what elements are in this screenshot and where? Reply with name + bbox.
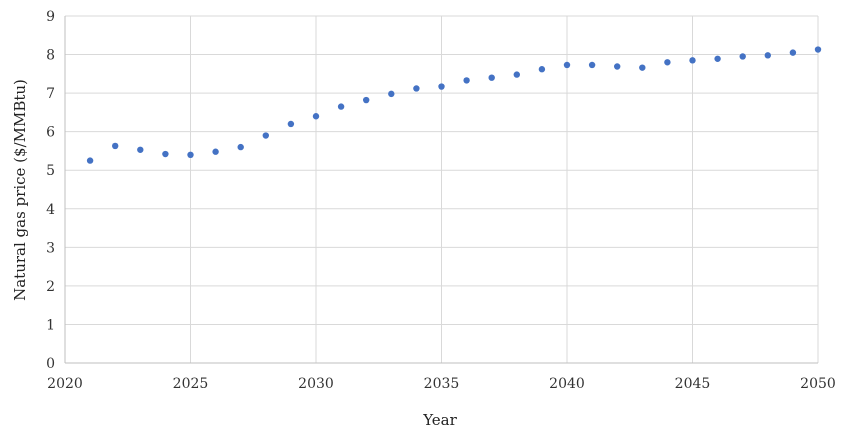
data-point (789, 49, 797, 56)
data-point (438, 83, 445, 90)
data-point (112, 142, 119, 150)
x-tick-label: 2020 (47, 376, 83, 392)
data-point (162, 150, 169, 158)
data-points (86, 46, 822, 164)
data-point (664, 59, 671, 66)
data-point (538, 66, 546, 73)
data-point (262, 132, 269, 139)
grid-lines (64, 15, 819, 364)
y-tick-label: 9 (46, 9, 55, 25)
data-point (513, 71, 520, 78)
y-tick-label: 8 (46, 48, 55, 64)
x-tick-label: 2030 (298, 376, 334, 392)
data-point (187, 151, 194, 158)
y-tick-label: 3 (46, 240, 55, 256)
data-point (337, 103, 345, 110)
data-point (563, 61, 571, 69)
data-point (388, 90, 395, 98)
data-point (588, 61, 596, 69)
data-point (488, 74, 495, 81)
y-axis-title: Natural gas price ($/MMBtu) (11, 79, 29, 301)
data-point (639, 64, 646, 71)
data-point (237, 143, 244, 151)
y-tick-label: 0 (46, 356, 55, 372)
data-point (814, 46, 822, 53)
data-point (463, 77, 470, 84)
data-point (764, 52, 771, 59)
data-point (714, 55, 721, 62)
data-point (312, 113, 320, 120)
x-axis-title: Year (422, 411, 457, 429)
y-tick-label: 2 (46, 279, 55, 295)
x-tick-label: 2045 (675, 376, 711, 392)
data-point (689, 57, 696, 64)
y-tick-label: 1 (46, 317, 55, 333)
data-point (614, 63, 621, 70)
x-tick-label: 2025 (173, 376, 209, 392)
x-tick-label: 2050 (800, 376, 836, 392)
y-tick-label: 5 (46, 163, 55, 179)
y-tick-labels: 0 1 2 3 4 5 6 7 8 9 (46, 9, 55, 372)
y-tick-label: 6 (46, 125, 55, 141)
data-point (212, 148, 219, 155)
x-tick-labels: 2020 2025 2030 2035 2040 2045 2050 (47, 376, 836, 392)
data-point (363, 96, 370, 104)
y-tick-label: 7 (46, 86, 55, 102)
data-point (137, 146, 144, 153)
data-point (413, 85, 420, 92)
x-tick-label: 2035 (424, 376, 460, 392)
x-tick-label: 2040 (549, 376, 585, 392)
y-tick-label: 4 (46, 202, 55, 218)
data-point (739, 53, 746, 60)
data-point (86, 157, 94, 164)
data-point (287, 120, 295, 128)
